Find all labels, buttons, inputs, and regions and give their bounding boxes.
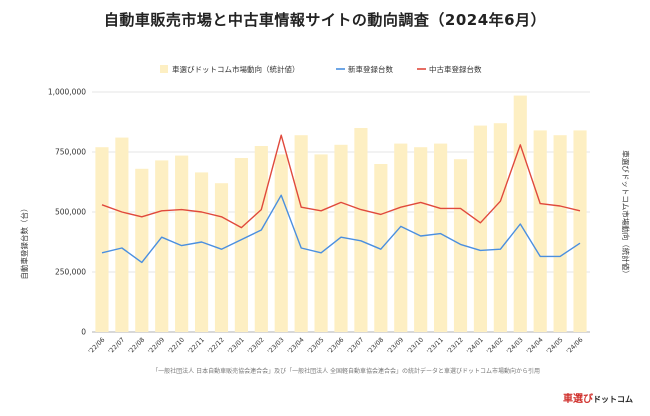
bar bbox=[115, 137, 129, 332]
bar bbox=[135, 168, 149, 332]
x-tick-label: '24/03 bbox=[506, 336, 525, 355]
bar bbox=[314, 154, 328, 332]
legend-label: 新車登録台数 bbox=[348, 64, 393, 74]
bar bbox=[394, 143, 408, 332]
bar bbox=[354, 128, 368, 332]
chart-title: 自動車販売市場と中古車情報サイトの動向調査（2024年6月） bbox=[103, 11, 547, 29]
bar bbox=[533, 130, 547, 332]
y2-axis-label: 車選びドットコム市場動向（統計値） bbox=[621, 150, 631, 278]
logo-sub: ドットコム bbox=[593, 395, 633, 404]
legend-swatch bbox=[160, 65, 168, 73]
y-tick-label: 0 bbox=[81, 328, 86, 337]
x-tick-label: '23/02 bbox=[247, 336, 266, 355]
x-tick-label: '24/01 bbox=[466, 336, 485, 355]
bar bbox=[194, 172, 209, 332]
bar bbox=[573, 130, 587, 332]
x-tick-label: '23/04 bbox=[287, 336, 306, 355]
y-tick-label: 250,000 bbox=[55, 268, 86, 277]
x-tick-label: '23/06 bbox=[326, 336, 345, 355]
x-tick-label: '24/05 bbox=[546, 336, 565, 355]
legend-label: 中古車登録台数 bbox=[429, 64, 482, 74]
series-line bbox=[101, 134, 581, 229]
x-tick-label: '22/07 bbox=[107, 336, 126, 355]
bar-series bbox=[95, 95, 587, 332]
x-tick-label: '23/01 bbox=[227, 336, 246, 355]
x-tick-label: '22/12 bbox=[207, 336, 226, 355]
x-tick-label: '23/05 bbox=[306, 336, 325, 355]
x-tick-label: '24/02 bbox=[486, 336, 505, 355]
bar bbox=[453, 159, 468, 332]
bar bbox=[513, 95, 527, 332]
logo-main: 車選び bbox=[563, 394, 593, 405]
bar bbox=[473, 125, 488, 332]
brand-logo: 車選びドットコム bbox=[563, 390, 633, 405]
bar bbox=[214, 183, 229, 332]
x-tick-label: '23/10 bbox=[406, 336, 425, 355]
bar bbox=[434, 143, 448, 332]
x-tick-label: '23/11 bbox=[426, 336, 445, 355]
bar bbox=[175, 155, 189, 332]
series-line bbox=[101, 194, 581, 264]
bar bbox=[254, 146, 268, 332]
bar bbox=[234, 158, 248, 332]
source-note: 「一般社団法人 日本自動車販売協会連合会」及び「一般社団法人 全国軽自動車協会連… bbox=[152, 368, 540, 375]
x-tick-label: '23/12 bbox=[446, 336, 465, 355]
legend-label: 車選びドットコム市場動向（統計値） bbox=[172, 64, 300, 74]
x-tick-label: '23/08 bbox=[366, 336, 385, 355]
y-tick-label: 750,000 bbox=[55, 148, 86, 157]
x-tick-label: '22/08 bbox=[127, 336, 146, 355]
x-tick-label: '22/10 bbox=[167, 336, 186, 355]
bar bbox=[155, 160, 169, 332]
y-tick-label: 1,000,000 bbox=[48, 88, 86, 97]
x-axis-ticks: '22/06'22/07'22/08'22/09'22/10'22/11'22/… bbox=[87, 336, 584, 355]
x-tick-label: '22/09 bbox=[147, 336, 166, 355]
bar bbox=[493, 123, 507, 332]
y-axis-ticks: 0 250,000 500,000 750,000 1,000,000 bbox=[48, 88, 86, 337]
legend: 車選びドットコム市場動向（統計値） 新車登録台数 中古車登録台数 bbox=[160, 64, 482, 74]
bar bbox=[374, 164, 388, 332]
bar bbox=[553, 135, 567, 332]
x-tick-label: '22/06 bbox=[87, 336, 106, 355]
bar bbox=[95, 147, 109, 332]
line-series bbox=[101, 134, 581, 264]
bar bbox=[334, 144, 348, 332]
bar bbox=[414, 147, 428, 332]
x-tick-label: '23/09 bbox=[386, 336, 405, 355]
x-tick-label: '23/03 bbox=[267, 336, 286, 355]
bar bbox=[294, 135, 308, 332]
x-tick-label: '23/07 bbox=[346, 336, 365, 355]
y-tick-label: 500,000 bbox=[55, 208, 86, 217]
x-tick-label: '24/06 bbox=[565, 336, 584, 355]
x-tick-label: '24/04 bbox=[526, 336, 545, 355]
bar bbox=[274, 154, 288, 332]
y-axis-label: 自動車登録台数（台） bbox=[19, 205, 29, 280]
x-tick-label: '22/11 bbox=[187, 336, 206, 355]
